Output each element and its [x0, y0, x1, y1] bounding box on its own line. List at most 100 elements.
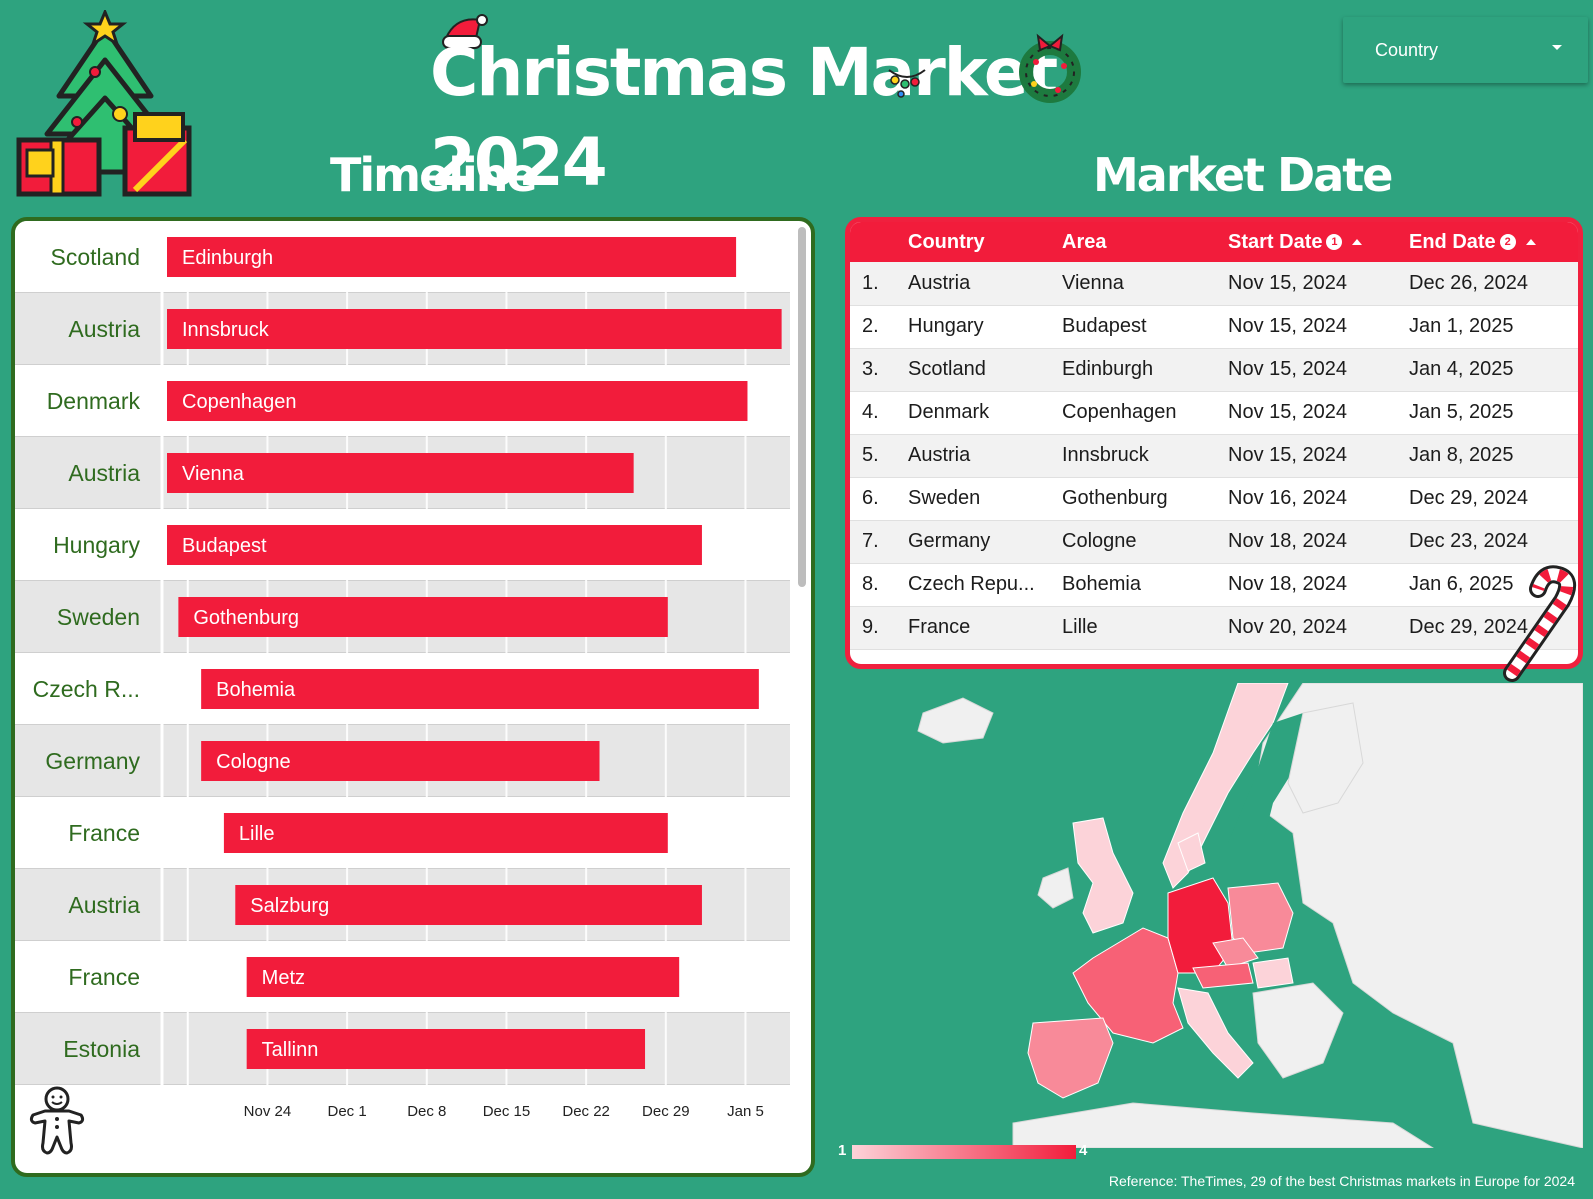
cell-area: Cologne	[1062, 530, 1137, 552]
table-row[interactable]: 7. Germany Cologne Nov 18, 2024 Dec 23, 2024	[850, 520, 1578, 563]
cell-area: Copenhagen	[1062, 401, 1177, 423]
cell-start-date: Nov 15, 2024	[1228, 401, 1347, 423]
map-region-finland[interactable]	[1287, 702, 1364, 814]
row-index: 5.	[862, 444, 879, 466]
cell-area: Vienna	[1062, 271, 1124, 294]
timeline-bar[interactable]	[178, 597, 668, 637]
map-region-poland[interactable]	[1227, 882, 1294, 954]
row-index: 9.	[862, 616, 879, 638]
cell-start-date: Nov 18, 2024	[1228, 530, 1347, 552]
cell-end-date: Dec 29, 2024	[1409, 616, 1528, 638]
timeline-bar-label: Copenhagen	[182, 391, 297, 413]
timeline-country-label: Austria	[68, 892, 140, 918]
timeline-bar-label: Cologne	[216, 751, 291, 773]
timeline-bar[interactable]	[246, 957, 680, 997]
header-end-date[interactable]: End Date 2	[1409, 222, 1578, 262]
page-title: Christmas Market 2024	[430, 34, 1058, 201]
timeline-bar-label: Edinburgh	[182, 247, 273, 269]
country-filter-label: Country	[1375, 39, 1439, 60]
europe-map[interactable]	[833, 683, 1583, 1148]
timeline-country-label: Hungary	[53, 532, 140, 558]
ornaments-icon	[888, 69, 926, 98]
timeline-tick-label: Dec 22	[562, 1103, 610, 1120]
dropdown-arrow-icon[interactable]	[1552, 45, 1562, 50]
cell-end-date: Jan 8, 2025	[1409, 444, 1514, 466]
wreath-icon	[1019, 33, 1081, 103]
cell-country: Germany	[908, 530, 991, 552]
timeline-bar[interactable]	[246, 1029, 646, 1069]
table-row[interactable]: 3. Scotland Edinburgh Nov 15, 2024 Jan 4, 20…	[850, 348, 1578, 391]
timeline-country-label: Estonia	[63, 1036, 140, 1062]
map-region-italy[interactable]	[1177, 987, 1254, 1079]
cell-end-date: Dec 23, 2024	[1409, 530, 1528, 552]
cell-start-date: Nov 15, 2024	[1228, 358, 1347, 380]
row-index: 8.	[862, 573, 879, 595]
timeline-country-label: France	[68, 820, 140, 846]
cell-start-date: Nov 15, 2024	[1228, 271, 1347, 294]
timeline-bar[interactable]	[201, 741, 600, 781]
timeline-bar[interactable]	[235, 885, 702, 925]
map-region-spain[interactable]	[1027, 1017, 1114, 1099]
gingerbread-man-icon	[29, 1086, 85, 1155]
map-region-ireland[interactable]	[1037, 867, 1074, 909]
cell-country: Hungary	[908, 315, 984, 337]
table-row[interactable]: 9. France Lille Nov 20, 2024 Dec 29, 2024	[850, 606, 1578, 649]
header-area[interactable]: Area	[1062, 230, 1107, 253]
timeline-country-label: Austria	[68, 316, 140, 342]
cell-end-date: Jan 6, 2025	[1409, 573, 1514, 595]
timeline-bar[interactable]	[167, 381, 748, 421]
timeline-bar[interactable]	[201, 669, 759, 709]
legend-min-label: 1	[838, 1142, 847, 1159]
map-region-austria[interactable]	[1192, 962, 1254, 989]
sort-ascending-icon[interactable]	[1525, 239, 1536, 246]
timeline-tick-label: Dec 15	[483, 1103, 531, 1120]
timeline-bar[interactable]	[167, 237, 737, 277]
country-filter-dropdown[interactable]: Country	[1343, 17, 1588, 83]
map-region-sweden[interactable]	[1228, 713, 1303, 888]
timeline-tick-label: Dec 29	[642, 1103, 690, 1120]
table-row[interactable]: 2. Hungary Budapest Nov 15, 2024 Jan 1, 2025	[850, 305, 1578, 348]
map-region-czechia[interactable]	[1212, 937, 1259, 969]
row-index: 6.	[862, 487, 879, 509]
santa-hat-icon	[442, 14, 488, 49]
map-region-hungary[interactable]	[1252, 957, 1294, 989]
table-row[interactable]: 8. Czech Repu... Bohemia Nov 18, 2024 Jan 6,…	[850, 563, 1578, 606]
header-country[interactable]: Country	[908, 230, 985, 253]
header-start-date-label: Start Date	[1228, 230, 1323, 253]
timeline-scrollbar[interactable]	[798, 227, 806, 587]
timeline-bar[interactable]	[167, 525, 702, 565]
timeline-bar-label: Salzburg	[250, 895, 329, 917]
cell-end-date: Jan 4, 2025	[1409, 358, 1514, 380]
timeline-country-label: Czech R...	[33, 676, 140, 702]
table-row[interactable]: 4. Denmark Copenhagen Nov 15, 2024 Jan 5, 20…	[850, 391, 1578, 434]
timeline-bar[interactable]	[223, 813, 668, 853]
table-row[interactable]: 6. Sweden Gothenburg Nov 16, 2024 Dec 29, 20…	[850, 477, 1578, 520]
map-region-denmark[interactable]	[1177, 832, 1206, 872]
cell-area: Bohemia	[1062, 573, 1141, 595]
cell-start-date: Nov 20, 2024	[1228, 616, 1347, 638]
map-region-balkans[interactable]	[1252, 982, 1344, 1079]
timeline-bar[interactable]	[167, 453, 634, 493]
table-row[interactable]: 5. Austria Innsbruck Nov 15, 2024 Jan 8, 202…	[850, 434, 1578, 477]
header-end-date-label: End Date	[1409, 230, 1496, 253]
cell-end-date: Dec 26, 2024	[1409, 271, 1528, 294]
table-row[interactable]: 1. Austria Vienna Nov 15, 2024 Dec 26, 2024	[850, 262, 1578, 305]
timeline-country-label: France	[68, 964, 140, 990]
row-index: 4.	[862, 401, 879, 423]
timeline-bar[interactable]	[167, 309, 782, 349]
header-start-date[interactable]: Start Date 1	[1228, 222, 1409, 262]
cell-area: Innsbruck	[1062, 444, 1149, 466]
timeline-bar-label: Bohemia	[216, 679, 296, 701]
cell-country: Austria	[908, 271, 971, 294]
timeline-country-label: Austria	[68, 460, 140, 486]
timeline-bar-label: Tallinn	[262, 1039, 319, 1061]
legend-max-label: 4	[1079, 1142, 1088, 1159]
market-date-title: Market Date	[1093, 148, 1393, 202]
cell-start-date: Nov 18, 2024	[1228, 573, 1347, 595]
christmas-tree-icon	[16, 10, 192, 197]
map-region-uk[interactable]	[1072, 817, 1134, 934]
map-region-iceland[interactable]	[917, 697, 994, 744]
sort-ascending-icon[interactable]	[1352, 239, 1363, 246]
map-region-africa[interactable]	[1012, 1102, 1434, 1148]
map-region-france[interactable]	[1072, 927, 1184, 1044]
